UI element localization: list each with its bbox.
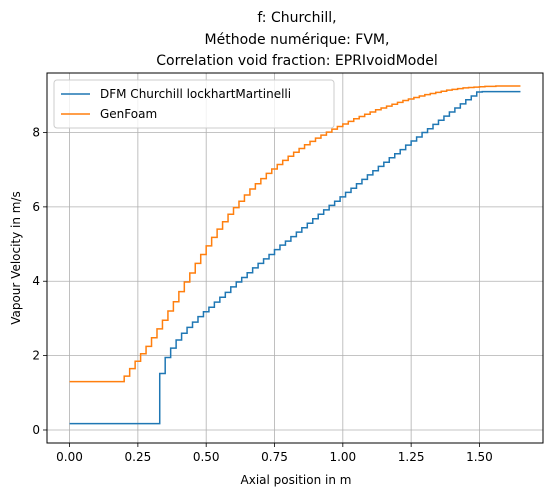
series-line-0 — [69, 90, 521, 425]
x-tick-label: 0.00 — [56, 450, 83, 464]
x-tick-label: 1.50 — [466, 450, 493, 464]
y-tick-label: 6 — [32, 200, 40, 214]
legend-label-dfm: DFM Churchill lockhartMartinelli — [100, 87, 291, 101]
title-line-1: f: Churchill, — [257, 10, 336, 26]
x-axis-label: Axial position in m — [241, 473, 352, 487]
legend-box — [53, 79, 335, 129]
x-tick-label: 0.75 — [261, 450, 288, 464]
grid — [47, 73, 543, 443]
y-axis-label: Vapour Velocity in m/s — [9, 191, 23, 325]
x-tick-label: 1.25 — [398, 450, 425, 464]
y-tick-label: 0 — [32, 423, 40, 437]
y-tick-label: 4 — [32, 274, 40, 288]
plot-frame — [46, 72, 544, 444]
title-line-3: Correlation void fraction: EPRIvoidModel — [156, 53, 437, 69]
series-line-1 — [69, 85, 521, 383]
chart-title: f: Churchill, Méthode numérique: FVM, Co… — [156, 10, 437, 69]
x-tick-label: 0.50 — [193, 450, 220, 464]
legend: DFM Churchill lockhartMartinelli GenFoam — [53, 79, 335, 129]
x-axis-ticks: 0.00 0.25 0.50 0.75 1.00 1.25 1.50 — [56, 443, 493, 464]
title-line-2: Méthode numérique: FVM, — [205, 32, 390, 48]
legend-label-genfoam: GenFoam — [100, 107, 157, 121]
y-tick-label: 2 — [32, 349, 40, 363]
plot-lines — [69, 85, 521, 425]
x-tick-label: 1.00 — [329, 450, 356, 464]
y-tick-label: 8 — [32, 125, 40, 139]
y-axis-ticks: 0 2 4 6 8 — [32, 125, 47, 437]
x-tick-label: 0.25 — [125, 450, 152, 464]
